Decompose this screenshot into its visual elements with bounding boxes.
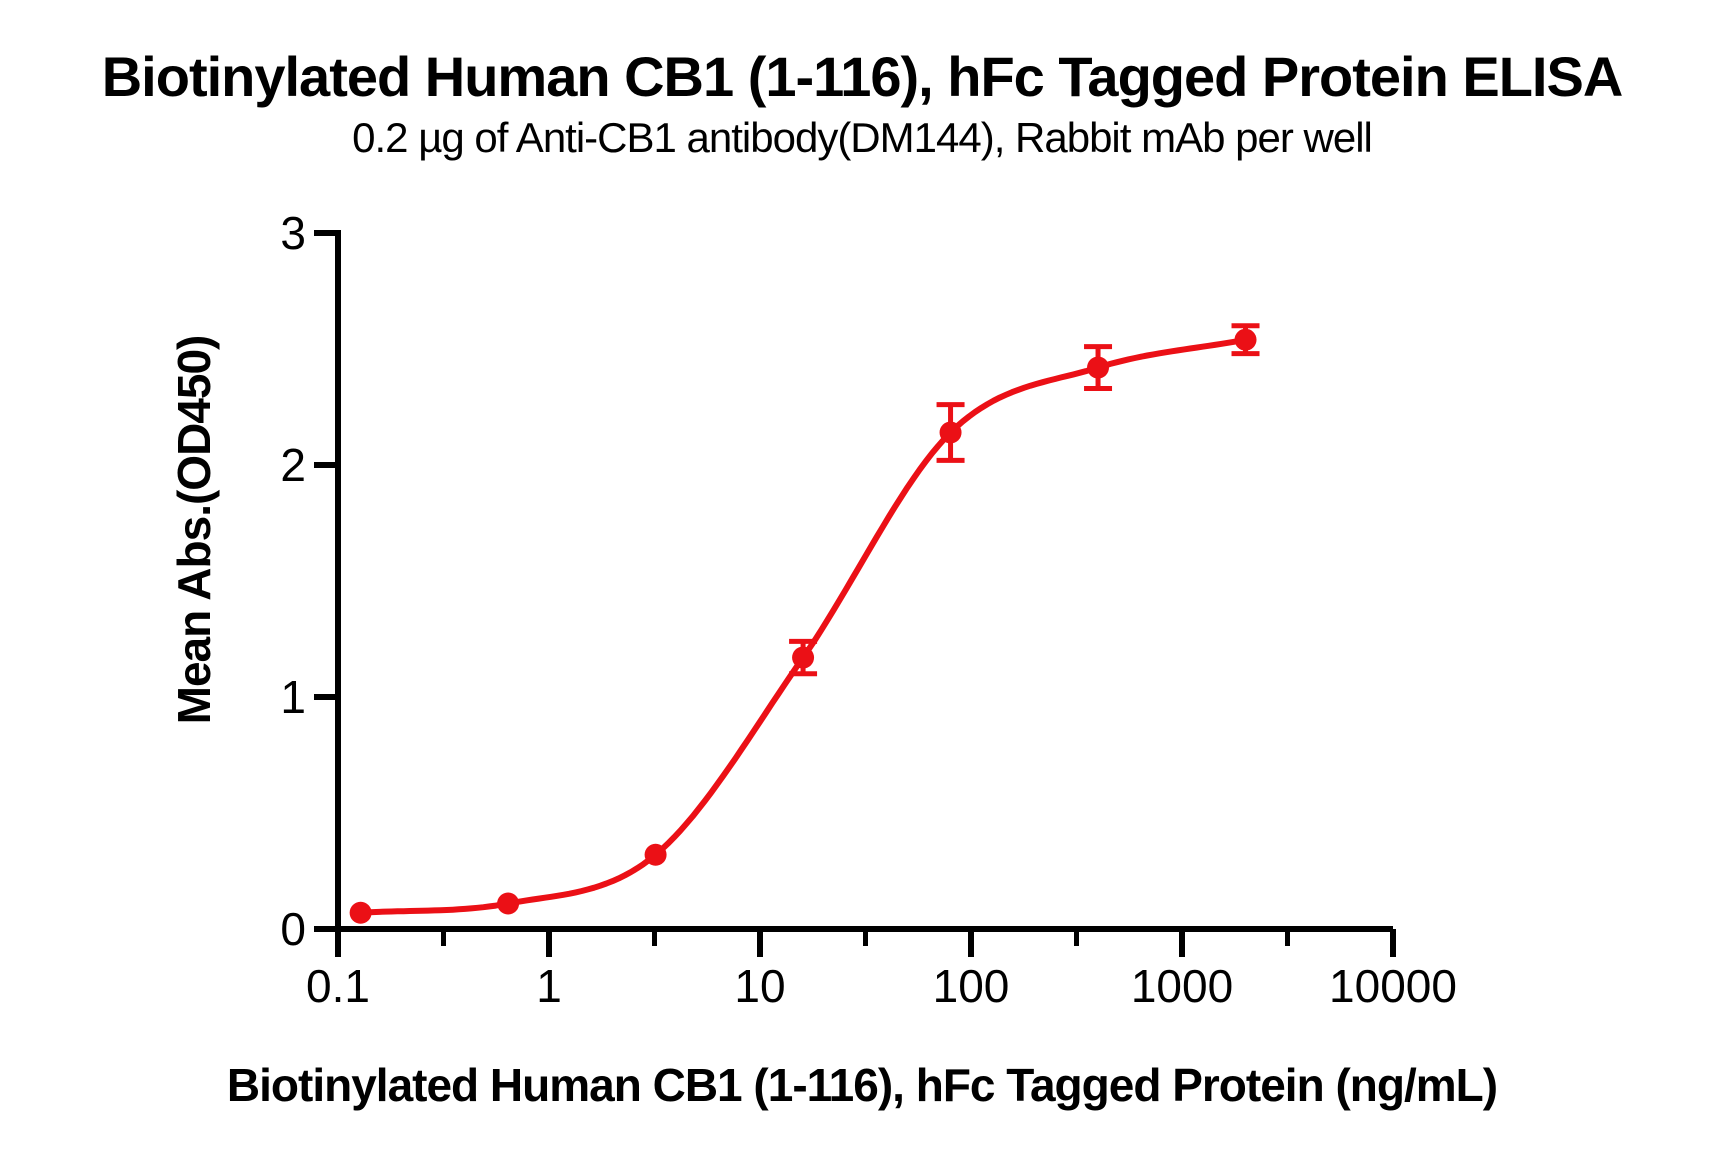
- data-points: [349, 328, 1257, 924]
- x-tick-label: 1: [536, 960, 562, 1012]
- y-tick-label: 2: [280, 439, 306, 491]
- chart-subtitle: 0.2 µg of Anti-CB1 antibody(DM144), Rabb…: [352, 114, 1373, 161]
- axes: [335, 230, 1393, 932]
- data-point-marker: [497, 892, 520, 915]
- y-tick-label: 1: [280, 671, 306, 723]
- error-bars: [789, 323, 1260, 677]
- x-axis-title: Biotinylated Human CB1 (1-116), hFc Tagg…: [226, 1059, 1498, 1111]
- y-tick-label: 3: [280, 207, 306, 259]
- y-tick-label: 0: [280, 903, 306, 955]
- data-point-marker: [1087, 356, 1110, 379]
- x-tick-label: 10: [734, 960, 785, 1012]
- y-axis-ticks: 0 1 2 3: [280, 207, 338, 955]
- axis-line: [335, 230, 1393, 932]
- x-axis-ticks: 0.1 1 10 100 1000 10000: [306, 929, 1457, 1012]
- chart-title: Biotinylated Human CB1 (1-116), hFc Tagg…: [101, 45, 1624, 108]
- data-point-marker: [644, 843, 667, 866]
- x-tick-label: 100: [933, 960, 1010, 1012]
- data-point-marker: [349, 901, 372, 924]
- data-point-marker: [939, 421, 962, 444]
- fit-curve: [357, 336, 1249, 916]
- data-point-marker: [1234, 328, 1257, 351]
- data-point-marker: [792, 646, 815, 669]
- x-tick-label: 0.1: [306, 960, 370, 1012]
- x-tick-label: 1000: [1131, 960, 1233, 1012]
- x-tick-label: 10000: [1329, 960, 1457, 1012]
